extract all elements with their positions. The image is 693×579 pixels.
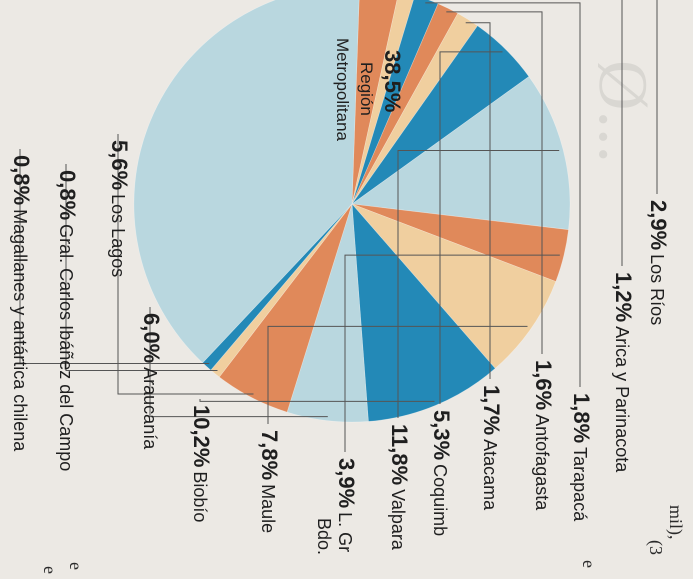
- slice-label-13: 0,8% Magallanes y antártica chilena: [9, 155, 34, 452]
- slice-pct-6: 11,8%: [387, 424, 412, 485]
- slice-inner-pct: 38,5%: [380, 50, 405, 112]
- leader-line-13: [19, 149, 210, 364]
- slice-name-4: Atacama: [480, 439, 500, 511]
- corner-text-frag1: e: [579, 560, 599, 568]
- slice-pct-5: 5,3%: [429, 410, 454, 460]
- pie-slice-11: [218, 203, 353, 413]
- pie-slice-2: [351, 0, 439, 205]
- slice-pct-2: 1,8%: [569, 393, 594, 443]
- pie-slice-9: [351, 203, 496, 422]
- slice-pct-7: 3,9%: [334, 458, 359, 508]
- slice-pct-4: 1,7%: [479, 385, 504, 435]
- slice-name-7: L. Gr: [335, 512, 355, 552]
- slice-name-6: Valpara: [388, 489, 408, 551]
- leader-lines: [19, 0, 658, 452]
- slice-pct-8: 7,8%: [257, 430, 282, 480]
- slice-pct-13: 0,8%: [9, 155, 34, 205]
- slice-pct-0: 2,9%: [646, 200, 671, 250]
- leader-line-2: [425, 2, 581, 387]
- pie-slices: [133, 0, 571, 423]
- leader-line-8: [267, 325, 528, 424]
- corner-text-line1: mil),: [665, 505, 686, 540]
- leader-line-4: [465, 22, 491, 379]
- pie-slice-10: [286, 203, 369, 423]
- pie-slice-3: [351, 3, 459, 205]
- corner-text: mil), (3 e e e: [40, 505, 686, 574]
- slice-name-5: Coquimb: [430, 464, 450, 536]
- leader-line-9: [199, 399, 435, 402]
- slice-name-2: Tarapacá: [570, 447, 590, 522]
- pie-slice-1: [351, 0, 414, 205]
- corner-text-frag2: e: [66, 562, 86, 570]
- slice-pct-9: 10,2%: [189, 405, 214, 467]
- pie-slice-8: [351, 203, 557, 369]
- slice-label-0: 2,9% Los Ríos: [646, 200, 671, 325]
- leader-line-12: [65, 164, 218, 371]
- pie-slice-0: [351, 0, 398, 205]
- leader-line-1: [621, 0, 623, 266]
- leader-line-5: [439, 51, 503, 404]
- slice-name-8: Maule: [258, 484, 278, 533]
- slice-label-5: 5,3% Coquimb: [429, 410, 454, 536]
- slice-name-0: Los Ríos: [647, 254, 667, 325]
- slice-pct-11: 5,6%: [107, 140, 132, 190]
- slice-pct-12: 0,8%: [55, 170, 80, 220]
- slice-inner-name: Región: [357, 62, 376, 116]
- slice-name-3: Antofagasta: [532, 414, 552, 511]
- slice-name-12: Gral. Carlos Ibáñez del Campo: [56, 224, 76, 471]
- leader-line-3: [446, 11, 543, 354]
- corner-text-frag3: e: [40, 566, 60, 574]
- slice-label-12: 0,8% Gral. Carlos Ibáñez del Campo: [55, 170, 80, 471]
- slice-name-13: Magallanes y antártica chilena: [10, 209, 30, 452]
- corner-text-line2: (3: [645, 540, 666, 555]
- leader-line-11: [117, 134, 254, 395]
- pie-slice-14: [133, 0, 360, 364]
- leader-line-0: [656, 0, 658, 194]
- slice-label-8: 7,8% Maule: [257, 430, 282, 533]
- slice-pct-1: 1,2%: [611, 272, 636, 322]
- slice-label-9: 10,2% Biobío: [189, 405, 214, 522]
- slice-label-1: 1,2% Arica y Parinacota: [611, 272, 636, 473]
- slice-name2-7: Bdo.: [314, 518, 334, 555]
- slice-label-11: 5,6% Los Lagos: [107, 140, 132, 277]
- slice-pct-3: 1,6%: [531, 360, 556, 410]
- slice-name-10: Araucanía: [140, 367, 160, 450]
- slice-labels: 2,9% Los Ríos 1,2% Arica y Parinacota 1,8% Ta…: [9, 38, 671, 555]
- leader-line-10: [149, 307, 328, 418]
- slice-name-1: Arica y Parinacota: [612, 326, 632, 473]
- slice-label-10: 6,0% Araucanía: [139, 313, 164, 450]
- slice-label-6: 11,8% Valpara: [387, 424, 412, 551]
- pie-slice-7: [351, 203, 569, 282]
- pie-slice-4: [351, 12, 478, 205]
- slice-label-7: 3,9% L. Gr: [334, 458, 359, 552]
- slice-inner-name2: Metropolitana: [333, 38, 352, 142]
- leader-line-6: [397, 150, 560, 418]
- slice-label-3: 1,6% Antofagasta: [531, 360, 556, 511]
- slice-label-4: 1,7% Atacama: [479, 385, 504, 511]
- slice-label-inner: 38,5%Región Metropolitana: [333, 38, 405, 142]
- leader-line-7: [344, 254, 560, 452]
- slice-label-2: 1,8% Tarapacá: [569, 393, 594, 522]
- pie-slice-6: [351, 76, 571, 231]
- slice-name-11: Los Lagos: [108, 194, 128, 277]
- slice-pct-10: 6,0%: [139, 313, 164, 363]
- slice-name-9: Biobío: [190, 471, 210, 522]
